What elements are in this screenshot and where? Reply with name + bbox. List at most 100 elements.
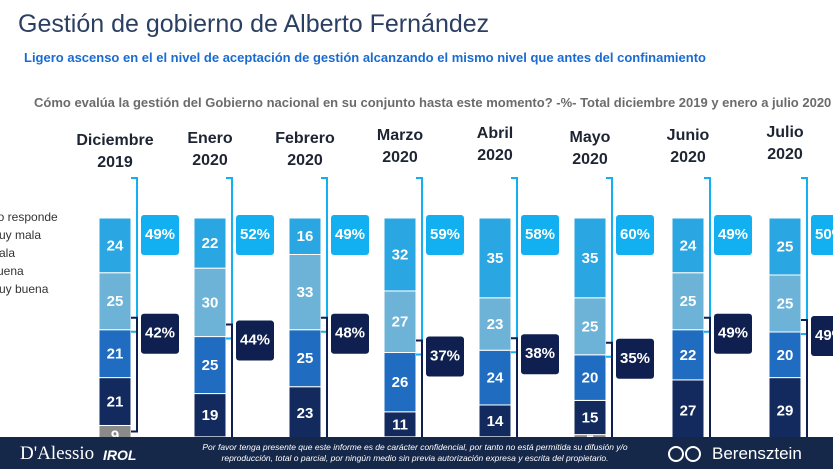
segment-label: 22: [202, 235, 219, 252]
total-box: [521, 215, 559, 255]
segment-label: 27: [392, 314, 409, 331]
total-box: [714, 313, 752, 354]
total-label: 59%: [430, 226, 460, 243]
total-label: 35%: [620, 350, 650, 367]
segment-label: 20: [777, 347, 794, 364]
segment-label: 26: [392, 374, 409, 391]
bar-segment: [478, 297, 512, 351]
bracket: [226, 323, 233, 444]
bracket: [321, 177, 328, 333]
category-label: Junio 2020: [666, 127, 710, 166]
segment-label: 30: [202, 294, 219, 311]
bar-segment: [478, 404, 512, 438]
category-label: Enero 2020: [187, 130, 233, 169]
total-label: 52%: [240, 226, 270, 243]
bar-segment: [98, 217, 132, 274]
total-box: [811, 215, 833, 255]
footer-note: Por favor tenga presente que este inform…: [202, 442, 628, 463]
segment-label: 24: [487, 370, 504, 387]
bracket: [511, 337, 518, 444]
legend-label: No responde: [0, 210, 58, 224]
segment-label: 9: [111, 428, 119, 445]
bar-segment: [671, 217, 705, 274]
total-label: 38%: [525, 345, 555, 362]
bar-segment: [768, 217, 802, 276]
segment-label: 20: [582, 370, 599, 387]
segment-label: 25: [107, 293, 124, 310]
segment-label: 32: [392, 246, 409, 263]
total-box: [331, 215, 369, 255]
category-label: Julio 2020: [766, 124, 804, 163]
total-box: [331, 313, 369, 354]
question: Cómo evalúa la gestión del Gobierno naci…: [34, 95, 832, 110]
segment-label: 29: [777, 403, 794, 420]
total-label: 50%: [815, 226, 833, 243]
total-label: 44%: [240, 332, 270, 349]
bar-segment: [288, 253, 322, 331]
logo-right: Berensztein: [712, 444, 802, 463]
bar-segment: [193, 393, 227, 438]
segment-label: 21: [107, 394, 124, 411]
segment-label: 27: [680, 403, 697, 420]
bracket: [131, 316, 138, 433]
bar-segment: [383, 352, 417, 413]
total-label: 49%: [718, 226, 748, 243]
bar-segment: [288, 386, 322, 440]
bar-segment: [671, 272, 705, 331]
segment-label: 23: [297, 405, 314, 422]
total-label: 58%: [525, 226, 555, 243]
bar-segment: [98, 272, 132, 331]
bracket: [801, 319, 808, 451]
bar-segment: [288, 217, 322, 255]
total-box: [426, 336, 464, 377]
total-box: [141, 215, 179, 255]
category-label: Diciembre 2019: [76, 132, 154, 171]
bar-segment: [478, 217, 512, 299]
bar-segment: [573, 217, 607, 299]
legend-label: Mala: [0, 246, 15, 260]
logo-left: D'Alessio: [20, 443, 95, 464]
bar-segment: [193, 336, 227, 395]
legend-label: Muy buena: [0, 282, 49, 296]
logo-icon: [668, 446, 684, 462]
segment-label: 25: [777, 295, 794, 312]
category-label: Marzo 2020: [376, 127, 424, 166]
bar-segment: [193, 217, 227, 269]
bracket: [416, 177, 423, 356]
segment-label: 21: [107, 346, 124, 363]
footer-band: [0, 437, 833, 469]
total-label: 48%: [335, 325, 365, 342]
segment-label: 33: [297, 284, 314, 301]
legend-label: Buena: [0, 264, 24, 278]
total-label: 42%: [145, 325, 175, 342]
segment-label: 24: [107, 237, 124, 254]
total-label: 60%: [620, 226, 650, 243]
segment-label: 19: [202, 407, 219, 424]
bracket: [131, 177, 138, 333]
segment-label: 23: [487, 316, 504, 333]
bar-segment: [573, 354, 607, 401]
total-box: [616, 215, 654, 255]
bracket: [511, 177, 518, 354]
segment-label: 11: [392, 416, 408, 433]
total-box: [811, 316, 833, 356]
bracket: [321, 316, 328, 447]
total-box: [236, 320, 274, 361]
segment-label: 25: [777, 238, 794, 255]
bracket: [606, 177, 613, 358]
bar-segment: [768, 331, 802, 379]
title: Gestión de gobierno de Alberto Fernández: [18, 10, 490, 38]
total-box: [426, 215, 464, 255]
bar-segment: [383, 290, 417, 354]
bar-segment: [383, 411, 417, 438]
segment-label: 14: [487, 413, 504, 430]
bar-segment: [193, 267, 227, 338]
logo-left-b: IROL: [103, 447, 137, 463]
total-box: [521, 334, 559, 375]
bar-segment: [671, 379, 705, 442]
bracket: [416, 339, 423, 444]
total-label: 49%: [145, 226, 175, 243]
total-box: [714, 215, 752, 255]
bar-segment: [768, 377, 802, 445]
